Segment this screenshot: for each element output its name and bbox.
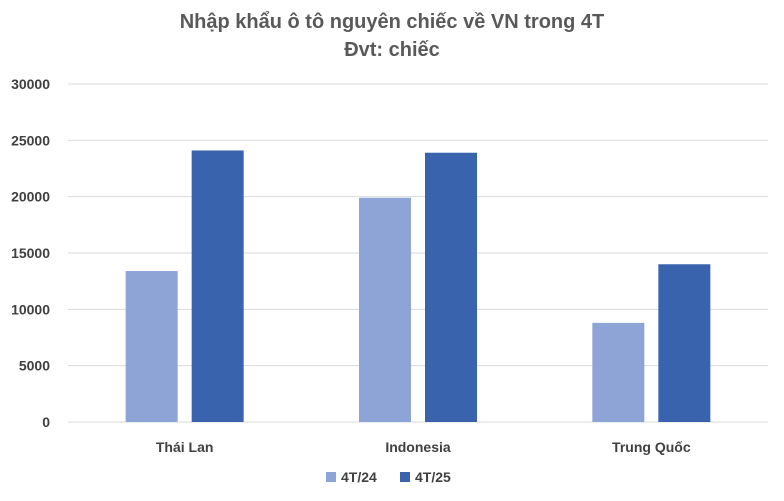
y-tick-label: 0 — [42, 414, 50, 430]
y-tick-label: 20000 — [11, 189, 50, 205]
y-tick-label: 25000 — [11, 132, 50, 148]
gridlines — [68, 83, 768, 423]
x-category-label: Indonesia — [385, 439, 451, 455]
legend-label: 4T/25 — [415, 469, 451, 485]
bar-4t25-0 — [191, 150, 244, 422]
bar-4t24-1 — [359, 197, 411, 422]
legend-swatch — [400, 472, 410, 482]
y-tick-label: 10000 — [11, 301, 50, 317]
bar-4t25-1 — [425, 152, 477, 422]
chart-title: Nhập khẩu ô tô nguyên chiếc về VN trong … — [180, 11, 605, 33]
x-category-label: Thái Lan — [156, 439, 214, 455]
x-category-label: Trung Quốc — [612, 439, 691, 455]
legend-swatch — [326, 472, 336, 482]
y-tick-label: 5000 — [19, 358, 50, 374]
bar-4t24-2 — [592, 322, 645, 422]
y-tick-label: 15000 — [11, 245, 50, 261]
x-axis: Thái Lan Indonesia Trung Quốc — [156, 439, 691, 455]
bar-4t24-0 — [125, 271, 178, 422]
bars — [125, 150, 711, 422]
bar-4t25-2 — [658, 264, 711, 422]
legend: 4T/24 4T/25 — [326, 469, 451, 485]
chart-subtitle: Đvt: chiếc — [344, 39, 440, 61]
legend-label: 4T/24 — [341, 469, 377, 485]
y-tick-label: 30000 — [11, 76, 50, 92]
y-axis: 0 5000 10000 15000 20000 25000 30000 — [11, 76, 50, 430]
